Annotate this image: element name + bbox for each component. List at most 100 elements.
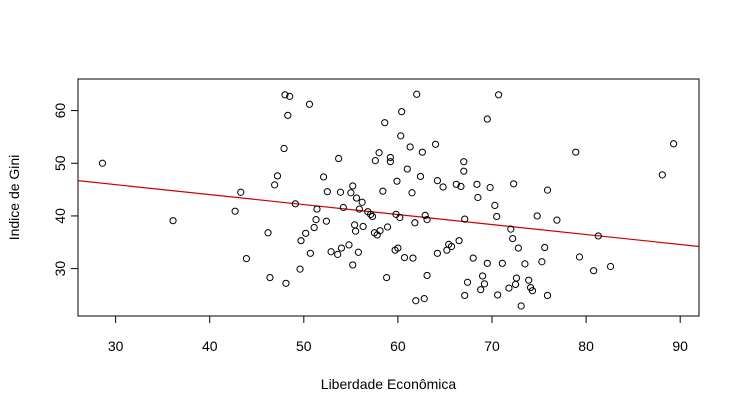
data-point xyxy=(420,295,428,303)
data-point xyxy=(347,189,355,197)
data-point xyxy=(242,254,251,263)
data-point xyxy=(494,291,502,299)
data-point xyxy=(383,273,391,282)
data-point xyxy=(509,234,517,243)
data-point xyxy=(286,92,294,100)
data-point xyxy=(606,262,615,271)
data-point xyxy=(433,177,442,185)
y-tick-label: 60 xyxy=(52,103,68,119)
data-point xyxy=(351,227,360,235)
data-point xyxy=(669,140,678,148)
data-point xyxy=(310,223,318,232)
regression-line-group xyxy=(77,180,700,248)
data-point xyxy=(457,182,465,191)
data-point xyxy=(408,189,416,197)
data-point xyxy=(375,149,383,157)
data-point xyxy=(397,132,405,140)
data-point xyxy=(494,91,503,99)
data-point xyxy=(376,227,384,235)
x-tick-label: 90 xyxy=(672,338,688,354)
data-point xyxy=(412,297,420,305)
data-point xyxy=(575,253,584,261)
data-point xyxy=(284,111,292,119)
data-point xyxy=(351,221,359,229)
data-point xyxy=(400,253,409,262)
data-point xyxy=(455,237,463,245)
data-point xyxy=(381,119,389,127)
data-point xyxy=(237,188,245,196)
data-point xyxy=(423,216,431,224)
x-axis-title: Liberdade Econômica xyxy=(321,376,457,392)
y-tick-label: 50 xyxy=(52,155,68,171)
data-point xyxy=(367,210,375,218)
x-tick-label: 70 xyxy=(484,338,500,354)
data-point xyxy=(302,229,310,237)
data-point xyxy=(327,248,335,256)
data-point xyxy=(368,212,377,221)
data-point xyxy=(297,237,305,245)
data-point xyxy=(334,250,342,258)
data-point xyxy=(421,211,429,220)
y-tick-label: 30 xyxy=(52,261,68,277)
data-point xyxy=(507,225,515,233)
data-point xyxy=(169,217,177,225)
data-point xyxy=(498,259,506,267)
data-point xyxy=(335,154,343,163)
data-point xyxy=(416,172,425,181)
data-point xyxy=(433,249,442,257)
y-axis: 30 40 50 60 xyxy=(52,103,79,277)
data-point xyxy=(271,181,279,189)
data-point xyxy=(463,278,472,286)
data-point xyxy=(337,244,346,252)
data-point xyxy=(474,193,482,202)
data-point xyxy=(439,183,447,191)
data-point xyxy=(386,158,394,166)
data-point xyxy=(403,165,411,173)
data-point xyxy=(371,157,379,165)
data-point xyxy=(447,242,456,251)
data-point xyxy=(306,249,315,257)
data-point xyxy=(339,203,347,212)
data-point xyxy=(312,216,320,224)
data-point xyxy=(525,276,533,284)
data-point xyxy=(358,198,366,206)
data-point xyxy=(483,259,491,267)
data-point xyxy=(282,279,290,287)
data-point xyxy=(480,280,489,288)
data-point xyxy=(231,207,239,215)
data-point xyxy=(406,143,414,151)
x-tick-label: 50 xyxy=(296,338,312,354)
data-point xyxy=(352,194,361,202)
data-point xyxy=(273,172,282,180)
data-point xyxy=(510,180,518,188)
data-points xyxy=(98,90,678,310)
data-point xyxy=(658,171,666,179)
regression-line xyxy=(77,180,700,248)
data-point xyxy=(541,243,549,252)
data-point xyxy=(452,180,460,188)
data-point xyxy=(291,200,299,208)
data-point xyxy=(383,223,392,231)
data-point xyxy=(528,287,537,295)
data-point xyxy=(323,188,331,196)
data-point xyxy=(517,302,525,310)
data-point xyxy=(336,188,345,196)
data-point xyxy=(354,248,362,256)
data-point xyxy=(418,148,426,156)
data-point xyxy=(486,183,494,192)
data-point xyxy=(296,265,304,273)
data-point xyxy=(409,254,417,262)
data-point xyxy=(543,186,552,194)
data-point xyxy=(386,153,394,162)
data-point xyxy=(379,187,387,195)
data-point xyxy=(266,273,274,282)
data-point xyxy=(543,291,552,300)
data-point xyxy=(478,272,487,280)
x-tick-label: 60 xyxy=(390,338,406,354)
data-point xyxy=(396,213,404,222)
data-point xyxy=(594,232,602,240)
y-axis-title: Indice de Gini xyxy=(6,155,22,241)
data-point xyxy=(313,205,321,213)
y-tick-label: 40 xyxy=(52,208,68,224)
